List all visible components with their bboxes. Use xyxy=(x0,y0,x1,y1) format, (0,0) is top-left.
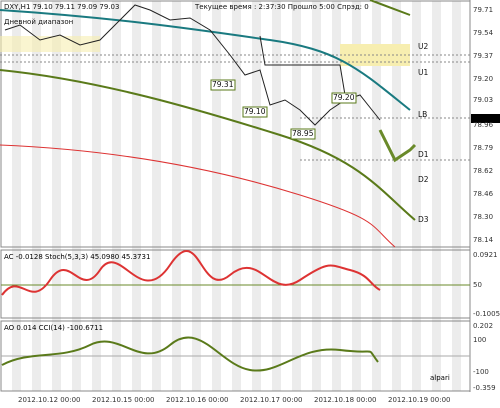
price-tick: 78.30 xyxy=(473,213,493,221)
stripe xyxy=(232,1,241,391)
header-clock: Текущее время : 2:37:30 Прошло 5:00 Спрэ… xyxy=(194,3,369,11)
stripe xyxy=(312,1,321,391)
stoch xyxy=(1,250,381,296)
ac-axis: 0.0921 xyxy=(473,251,498,259)
ao-axis: -100 xyxy=(473,368,489,376)
ma-teal xyxy=(0,9,411,111)
price-tick: 79.03 xyxy=(473,96,493,104)
stripe xyxy=(212,1,221,391)
stripe xyxy=(352,1,361,391)
ma-olive xyxy=(0,69,416,221)
level-label: U1 xyxy=(418,68,428,77)
logo: alpari xyxy=(430,374,450,382)
header-range: Дневной диапазон xyxy=(4,18,73,26)
level-label: D2 xyxy=(418,175,429,184)
stripe xyxy=(252,1,261,391)
price-tick: 79.71 xyxy=(473,6,493,14)
ac-axis: -0.1005 xyxy=(473,310,500,318)
resistance-zone xyxy=(340,44,410,66)
ma-olive-top xyxy=(369,0,411,16)
price-tick: 78.79 xyxy=(473,144,493,152)
range-zone xyxy=(0,36,100,52)
stripe xyxy=(152,1,161,391)
price-tick: 78.46 xyxy=(473,190,494,198)
stripe xyxy=(292,1,301,391)
level-label: D3 xyxy=(418,215,429,224)
stripe xyxy=(412,1,421,391)
price-label-box xyxy=(210,79,236,91)
level-label: D1 xyxy=(418,150,429,159)
stripe xyxy=(92,1,101,391)
date-tick: 2012.10.16 00:00 xyxy=(166,396,228,404)
date-tick: 2012.10.12 00:00 xyxy=(18,396,80,404)
price-tick: 78.62 xyxy=(473,167,493,175)
level-label: LB xyxy=(418,110,427,119)
ac-title: AC -0.0128 Stoch(5,3,3) 45.0980 45.3731 xyxy=(4,253,150,261)
price-tick: 79.54 xyxy=(473,29,494,37)
level-label: U2 xyxy=(418,42,428,51)
stripe xyxy=(392,1,401,391)
stripe xyxy=(112,1,121,391)
stripe xyxy=(192,1,201,391)
stripe xyxy=(332,1,341,391)
price-tick: 79.20 xyxy=(473,75,493,83)
price-tick: 79.37 xyxy=(473,52,493,60)
price-label-box xyxy=(331,92,357,104)
stripe xyxy=(52,1,61,391)
ac-axis: 50 xyxy=(473,281,482,289)
price-label: 79.20 xyxy=(333,93,355,102)
step-line xyxy=(259,35,346,96)
date-tick: 2012.10.17 00:00 xyxy=(240,396,302,404)
ao-axis: 100 xyxy=(473,336,486,344)
price-tick: 78.96 xyxy=(473,121,494,129)
price-label: 79.10 xyxy=(244,107,266,116)
price-path xyxy=(4,4,381,126)
stripe xyxy=(32,1,41,391)
level-lines xyxy=(0,54,470,161)
ao-title: AO 0.014 CCI(14) -100.6711 xyxy=(4,324,103,332)
stripe xyxy=(372,1,381,391)
stripe xyxy=(432,1,441,391)
date-tick: 2012.10.15 00:00 xyxy=(92,396,154,404)
stripe xyxy=(12,1,21,391)
session-shading xyxy=(12,1,461,391)
stripe xyxy=(452,1,461,391)
price-label-box xyxy=(242,106,268,118)
cci xyxy=(1,336,379,372)
price-label: 78.95 xyxy=(292,129,314,138)
ao-axis: -0.359 xyxy=(473,384,496,392)
stripe xyxy=(272,1,281,391)
date-tick: 2012.10.19 00:00 xyxy=(388,396,450,404)
date-tick: 2012.10.18 00:00 xyxy=(314,396,376,404)
price-tick: 78.14 xyxy=(473,236,494,244)
current-price-box xyxy=(471,114,500,123)
stripe xyxy=(172,1,181,391)
header-symbol: DXY,H1 79.10 79.11 79.09 79.03 xyxy=(4,3,119,11)
ao-axis: 0.202 xyxy=(473,322,493,330)
ma-red xyxy=(0,144,396,248)
forecast xyxy=(378,129,417,163)
price-label-box xyxy=(290,128,316,140)
stripe xyxy=(72,1,81,391)
stripe xyxy=(132,1,141,391)
price-label: 79.31 xyxy=(212,80,234,89)
